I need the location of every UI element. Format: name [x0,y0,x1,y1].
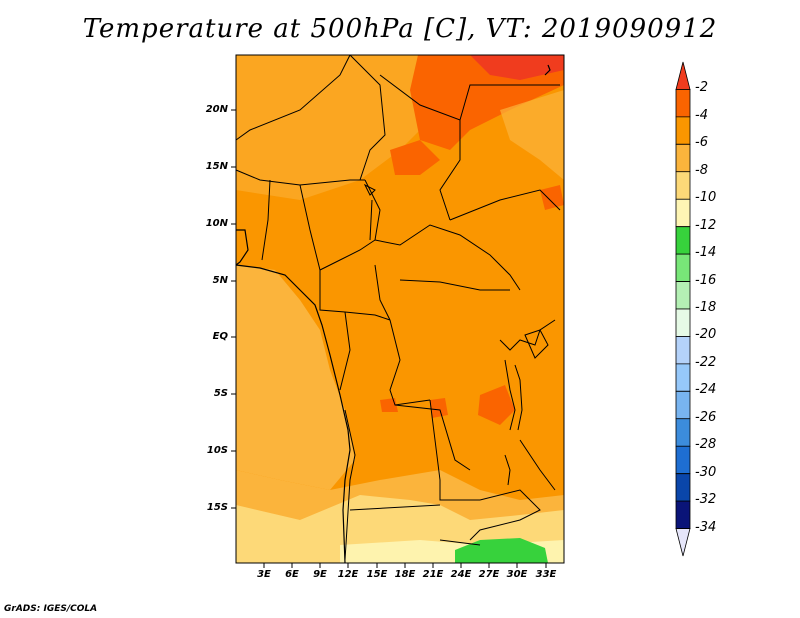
colorbar-label: -26 [695,409,717,425]
colorbar-segment [675,418,691,447]
country-borders [235,54,561,561]
lon-label-27e: 27E [478,569,500,580]
colorbar-segment [675,171,691,200]
colorbar-segment [675,473,691,502]
lat-label-10n: 10N [205,218,228,229]
lat-label-15s: 15S [206,502,228,513]
lat-ticks [231,109,236,509]
colorbar-label: -30 [695,464,717,480]
colorbar-label: -32 [695,492,717,508]
credit-text: GrADS: IGES/COLA [4,604,98,614]
colorbar-label: -10 [695,190,717,206]
colorbar-label: -18 [695,300,717,315]
colorbar-segment [675,253,691,282]
colorbar-segment [675,61,691,90]
lon-label-6e: 6E [285,569,299,580]
colorbar-segment [675,528,691,557]
colorbar-label: -20 [695,327,717,343]
lon-label-15e: 15E [366,569,388,580]
colorbar-label: -8 [695,162,708,178]
lon-ticks [263,563,547,568]
lat-label-5n: 5N [212,275,228,286]
lon-label-3e: 3E [257,569,271,580]
temperature-field [236,55,564,563]
colorbar-segment [675,116,691,145]
lat-label-20n: 20N [205,104,228,115]
map-frame [235,54,565,564]
lat-label-eq: EQ [212,331,228,342]
lon-label-33e: 33E [535,569,557,580]
colorbar-segment [675,336,691,365]
colorbar-label: -34 [695,519,717,535]
colorbar-label: -24 [695,382,717,398]
coastline [235,64,551,564]
colorbar-label: -6 [695,135,708,151]
colorbar-segment [675,89,691,118]
colorbar-segment [675,143,691,173]
colorbar-label: -2 [695,80,708,96]
lon-label-24e: 24E [450,569,472,580]
colorbar-segment [675,390,691,420]
colorbar-label: -22 [695,354,717,370]
colorbar-label: -4 [695,107,708,123]
colorbar-label: -28 [695,437,717,453]
colorbar-segment [675,226,691,255]
colorbar-label: -14 [695,245,717,261]
colorbar-segment [675,308,691,337]
lakes [363,183,549,486]
lon-label-9e: 9E [313,569,327,580]
lon-label-30e: 30E [506,569,528,580]
lat-label-10s: 10S [206,445,228,456]
lon-label-12e: 12E [337,569,359,580]
colorbar-segment [675,198,691,228]
colorbar [675,61,691,557]
lat-label-15n: 15N [205,161,228,172]
colorbar-segment [675,445,691,475]
lon-label-21e: 21E [422,569,444,580]
colorbar-segment [675,281,691,310]
lon-label-18e: 18E [394,569,416,580]
chart-title: Temperature at 500hPa [C], VT: 201909091… [82,14,718,44]
colorbar-segment [675,363,691,392]
colorbar-segment [675,500,691,529]
colorbar-label: -12 [695,217,717,233]
colorbar-label: -16 [695,272,717,288]
lat-label-5s: 5S [213,388,228,399]
